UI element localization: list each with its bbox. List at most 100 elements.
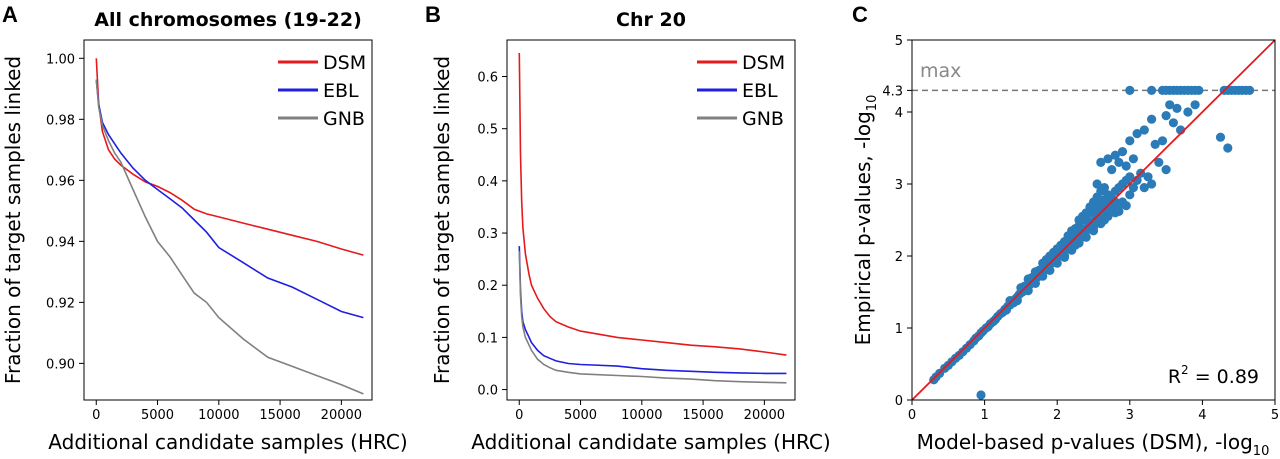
y-tick-label: 0.90 <box>46 357 75 372</box>
series-line-gnb <box>518 251 787 384</box>
y-tick-label: 1.00 <box>46 52 75 67</box>
scatter-point <box>1049 247 1059 257</box>
scatter-point <box>1143 172 1153 182</box>
panel-a-y-axis-label: Fraction of target samples linked <box>1 56 25 384</box>
panel-c-x-label-sub: 10 <box>1253 444 1270 459</box>
panel-c-r2-annotation: R2 = 0.89 <box>1168 363 1259 388</box>
y-tick-label: 2 <box>895 250 903 265</box>
scatter-point <box>1121 161 1131 171</box>
scatter-point <box>1121 201 1131 211</box>
x-tick-label: 5 <box>1271 408 1279 423</box>
panel-c-points <box>929 85 1255 400</box>
panel-a-axes-frame <box>83 39 373 401</box>
y-tick-label: 0.1 <box>477 331 498 346</box>
scatter-point <box>1125 136 1135 146</box>
series-line-gnb <box>95 79 364 395</box>
scatter-point <box>1223 143 1233 153</box>
scatter-point <box>1139 183 1149 193</box>
scatter-point <box>1190 100 1200 110</box>
panel-letter-c: C <box>852 2 868 27</box>
scatter-point <box>1005 296 1015 306</box>
panel-c-x-label-main: Model-based p-values (DSM), -log <box>917 430 1253 454</box>
scatter-point <box>1070 240 1080 250</box>
scatter-point <box>1110 150 1120 160</box>
legend-ebl-label: EBL <box>323 80 359 102</box>
scatter-point <box>1117 147 1128 157</box>
scatter-point <box>1154 157 1164 167</box>
panel-b: B Chr 20 0 5000 10000 15000 20000 0.00.10.20… <box>425 2 831 454</box>
scatter-point <box>1165 100 1175 110</box>
panel-a-x-axis-label: Additional candidate samples (HRC) <box>48 430 407 454</box>
panel-c-y-label-sub: 10 <box>865 95 880 112</box>
scatter-point <box>1132 129 1142 139</box>
x-tick-label: 1 <box>980 408 988 423</box>
panel-b-y-axis-label: Fraction of target samples linked <box>430 56 454 384</box>
r2-value: = 0.89 <box>1189 366 1259 388</box>
scatter-point <box>1172 103 1182 113</box>
y-tick-label: 0.96 <box>46 174 75 189</box>
y-tick-label: 4 <box>895 106 903 121</box>
y-tick-label: 0.98 <box>46 113 75 128</box>
x-tick-label: 20000 <box>744 408 785 423</box>
y-tick-label: 1 <box>895 322 903 337</box>
y-tick-label: 0.92 <box>46 296 75 311</box>
scatter-point <box>1161 111 1171 121</box>
panel-a: A All chromosomes (19-22) 0 5000 10000 1500… <box>1 2 408 454</box>
scatter-point <box>1103 154 1113 164</box>
panel-b-x-ticks: 0 5000 10000 15000 20000 <box>515 400 785 423</box>
y-tick-label: 0.4 <box>477 175 498 190</box>
scatter-point <box>1161 165 1171 175</box>
scatter-point <box>1092 179 1102 189</box>
panel-c-y-axis-label: Empirical p-values, -log10 <box>851 95 880 346</box>
y-tick-label: 0 <box>895 394 903 409</box>
series-line-dsm <box>95 58 364 256</box>
r2-superscript: 2 <box>1181 363 1189 377</box>
panel-c-max-label: max <box>920 60 961 82</box>
scatter-point <box>1019 281 1030 291</box>
panel-c-x-ticks: 0 1 2 3 4 5 <box>908 400 1279 423</box>
series-line-dsm <box>518 52 787 356</box>
x-tick-label: 5000 <box>141 408 174 423</box>
panel-b-x-axis-label: Additional candidate samples (HRC) <box>471 430 830 454</box>
y-tick-label: 0.0 <box>477 384 498 399</box>
series-line-ebl <box>518 246 787 375</box>
panel-b-series <box>518 52 787 384</box>
scatter-point <box>1045 265 1055 275</box>
scatter-point <box>1096 157 1106 167</box>
scatter-point <box>1168 118 1178 128</box>
y-tick-label: 0.2 <box>477 279 498 294</box>
scatter-point <box>976 390 986 400</box>
panel-c-y-label-main: Empirical p-values, -log <box>851 111 875 345</box>
x-tick-label: 15000 <box>682 408 723 423</box>
scatter-point <box>1147 114 1157 124</box>
scatter-point <box>1245 85 1255 95</box>
scatter-point <box>1147 179 1157 189</box>
scatter-point <box>1194 85 1204 95</box>
y-tick-label-max: 4.3 <box>882 84 903 99</box>
scatter-point <box>1215 132 1226 142</box>
scatter-point <box>1107 165 1117 175</box>
y-tick-label: 0.94 <box>46 235 75 250</box>
scatter-point <box>1125 85 1135 95</box>
series-line-ebl <box>95 79 364 319</box>
panel-b-legend: DSM EBL GNB <box>697 52 785 130</box>
x-tick-label: 4 <box>1198 408 1206 423</box>
x-tick-label: 0 <box>515 408 523 423</box>
x-tick-label: 20000 <box>321 408 362 423</box>
scatter-point <box>1052 258 1062 268</box>
x-tick-label: 15000 <box>259 408 300 423</box>
x-tick-label: 0 <box>908 408 916 423</box>
panel-letter-a: A <box>2 2 18 27</box>
scatter-point <box>1125 190 1135 200</box>
scatter-point <box>1041 255 1051 265</box>
y-tick-label: 0.5 <box>477 123 498 138</box>
x-tick-label: 10000 <box>621 408 662 423</box>
scatter-point <box>1128 154 1138 164</box>
panel-c-x-axis-label: Model-based p-values (DSM), -log10 <box>917 430 1270 459</box>
x-tick-label: 10000 <box>198 408 239 423</box>
scatter-point <box>1056 240 1066 250</box>
panel-c-y-ticks: 0 1 2 3 4 5 4.3 <box>882 34 912 409</box>
scatter-point <box>1125 172 1135 182</box>
